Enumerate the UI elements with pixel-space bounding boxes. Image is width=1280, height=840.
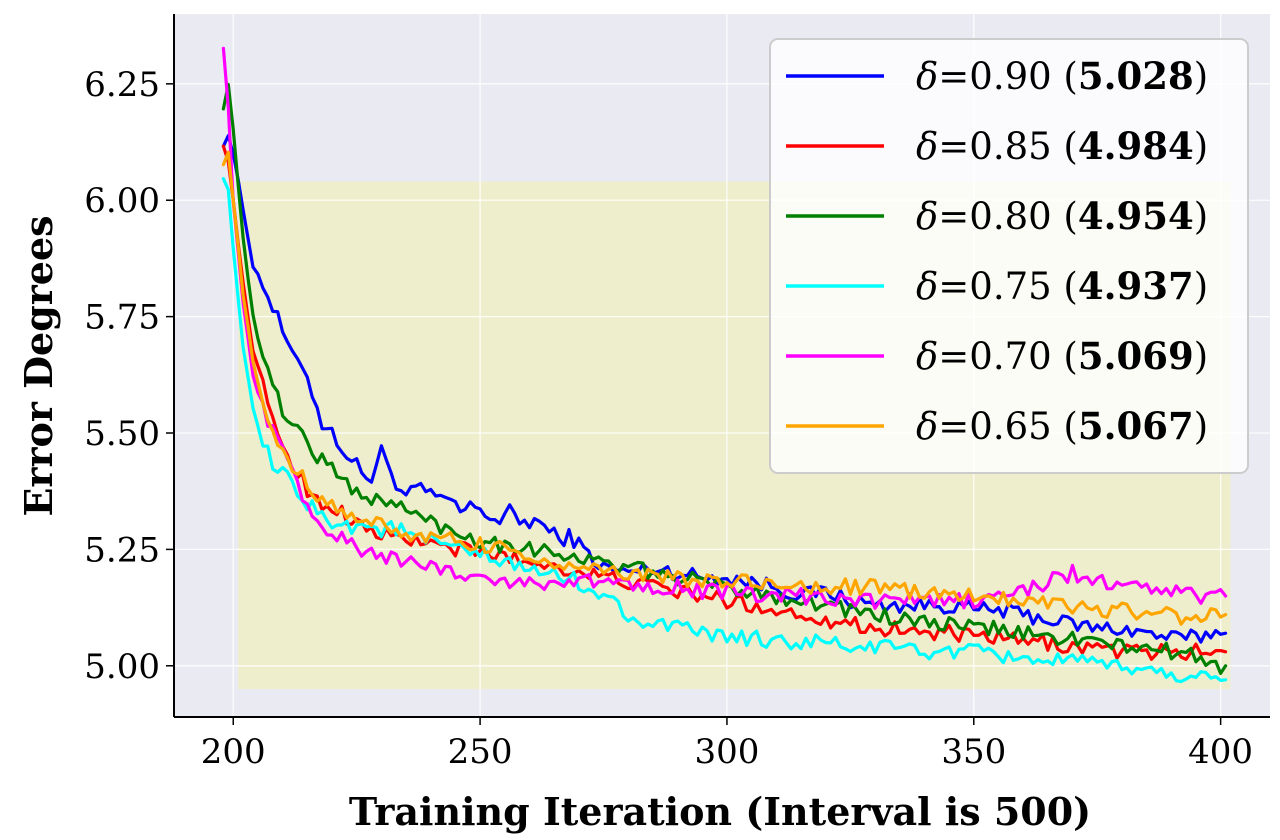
y-ticks: 5.00 5.25 5.50 5.75 6.00 6.25	[84, 65, 174, 687]
legend-entry: δ=0.70 (5.069)	[916, 334, 1208, 378]
legend-score: 4.937	[1078, 264, 1194, 308]
x-tick-label: 400	[1188, 732, 1253, 772]
legend-symbol: δ	[916, 265, 938, 308]
series-line-085	[221, 144, 1228, 662]
series-line-075	[221, 177, 1228, 684]
legend-score: 5.067	[1078, 404, 1194, 448]
legend-close-paren: )	[1194, 55, 1208, 98]
axes	[173, 14, 1270, 718]
y-tick-label: 6.25	[84, 65, 160, 105]
legend-entry: δ=0.90 (5.028)	[916, 54, 1208, 98]
legend-score: 5.069	[1078, 334, 1194, 378]
legend-close-paren: )	[1194, 195, 1208, 238]
legend-entry: δ=0.75 (4.937)	[916, 264, 1208, 308]
series-lines	[221, 46, 1228, 684]
legend-score: 4.984	[1078, 124, 1194, 168]
x-tick-label: 300	[694, 732, 759, 772]
legend-close-paren: )	[1194, 125, 1208, 168]
legend-symbol: δ	[916, 335, 938, 378]
legend-symbol: δ	[916, 55, 938, 98]
legend-entry: δ=0.85 (4.984)	[916, 124, 1208, 168]
y-tick-label: 5.00	[84, 647, 160, 687]
legend-entry: δ=0.80 (4.954)	[916, 194, 1208, 238]
x-ticks: 200 250 300 350 400	[201, 717, 1253, 772]
legend-close-paren: )	[1194, 335, 1208, 378]
series-line-070	[221, 46, 1228, 610]
legend-score: 4.954	[1078, 194, 1194, 238]
legend-symbol: δ	[916, 195, 938, 238]
x-axis-label: Training Iteration (Interval is 500)	[349, 789, 1091, 834]
legend-symbol: δ	[916, 125, 938, 168]
legend-close-paren: )	[1194, 405, 1208, 448]
x-tick-label: 350	[941, 732, 1006, 772]
legend-value: =0.75 (	[938, 265, 1078, 308]
x-tick-label: 250	[448, 732, 513, 772]
series-line-065	[221, 150, 1228, 626]
legend-value: =0.80 (	[938, 195, 1078, 238]
series-line-090	[221, 134, 1228, 644]
legend-value: =0.85 (	[938, 125, 1078, 168]
legend-score: 5.028	[1078, 54, 1194, 98]
y-axis-label: Error Degrees	[16, 215, 61, 516]
x-tick-label: 200	[201, 732, 266, 772]
legend-value: =0.90 (	[938, 55, 1078, 98]
legend-value: =0.65 (	[938, 405, 1078, 448]
y-tick-label: 5.50	[84, 414, 160, 454]
legend-symbol: δ	[916, 405, 938, 448]
y-tick-label: 6.00	[84, 181, 160, 221]
legend-entry: δ=0.65 (5.067)	[916, 404, 1208, 448]
legend-close-paren: )	[1194, 265, 1208, 308]
legend-box	[769, 38, 1249, 474]
y-tick-label: 5.25	[84, 530, 160, 570]
y-tick-label: 5.75	[84, 298, 160, 338]
legend: δ=0.90 (5.028)δ=0.85 (4.984)δ=0.80 (4.95…	[769, 38, 1249, 474]
legend-value: =0.70 (	[938, 335, 1078, 378]
